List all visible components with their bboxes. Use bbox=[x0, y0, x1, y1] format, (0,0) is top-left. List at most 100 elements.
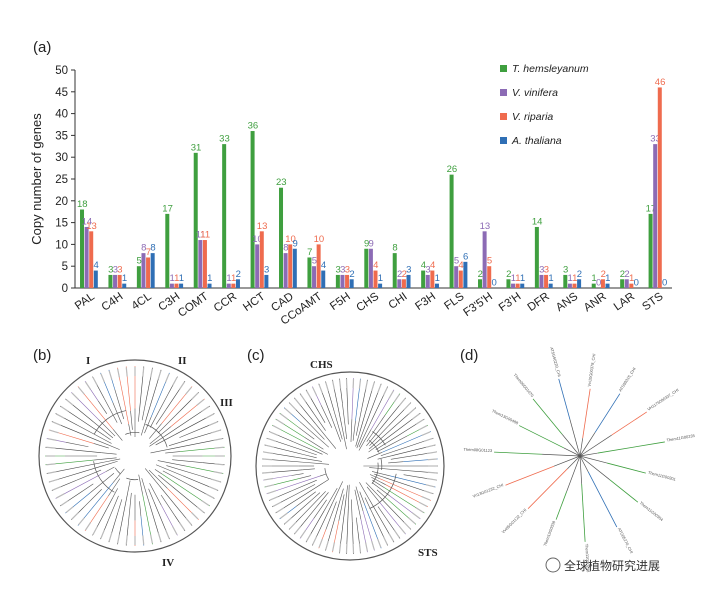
tree-branch bbox=[561, 434, 581, 457]
data-label: 1 bbox=[568, 273, 573, 284]
bar-themsleyanum bbox=[279, 187, 284, 288]
tree-arc bbox=[371, 462, 379, 484]
tree-inner-branch bbox=[166, 465, 202, 477]
tree-inner-branch bbox=[112, 468, 125, 483]
data-label: 4 bbox=[93, 260, 98, 271]
leaf-label-stub bbox=[338, 379, 342, 389]
tree-inner-branch bbox=[377, 506, 387, 520]
y-tick-label: 35 bbox=[55, 130, 68, 142]
tree-inner-branch bbox=[158, 474, 173, 488]
bar-vvinifera bbox=[169, 283, 174, 288]
data-label: 1 bbox=[226, 273, 231, 284]
leaf-label-stub bbox=[150, 368, 153, 378]
y-tick-label: 30 bbox=[55, 152, 68, 164]
bar-vvinifera bbox=[255, 244, 260, 288]
tree-inner-branch bbox=[325, 501, 337, 530]
data-label: 8 bbox=[283, 243, 288, 254]
leaf-label-stub bbox=[263, 471, 273, 474]
leaf-label-stub bbox=[265, 484, 275, 488]
bar-themsleyanum bbox=[591, 283, 596, 288]
leaf-label-stub bbox=[56, 413, 65, 419]
tree-inner-branch bbox=[366, 486, 380, 502]
bar-vvinifera bbox=[539, 274, 544, 288]
tree-leaf-branch bbox=[494, 451, 543, 455]
tree-inner-branch bbox=[318, 449, 328, 455]
bar-themsleyanum bbox=[648, 213, 653, 288]
tree-leaf-branch bbox=[527, 468, 568, 509]
tree-branch bbox=[579, 438, 584, 457]
tree-branch bbox=[579, 455, 610, 480]
tree-inner-branch bbox=[112, 429, 123, 441]
leaf-label-stub bbox=[125, 535, 128, 545]
tree-leaf-branch bbox=[519, 425, 565, 449]
leaf-label-stub bbox=[172, 377, 178, 386]
data-label: 3 bbox=[336, 264, 341, 275]
bar-vriparia bbox=[657, 87, 662, 288]
leaf-label-stub bbox=[78, 386, 85, 395]
tree-inner-branch bbox=[128, 424, 132, 436]
leaf-label: Vvi10G00378_CHI bbox=[587, 353, 597, 387]
x-tick-label: PAL bbox=[73, 290, 97, 312]
leaf-label-stub bbox=[332, 542, 335, 552]
bar-vvinifera bbox=[397, 279, 402, 288]
tree-inner-branch bbox=[342, 403, 348, 440]
data-label: 4 bbox=[458, 260, 463, 271]
data-label: 1 bbox=[629, 273, 634, 284]
leaf-label-stub bbox=[427, 458, 437, 461]
clade-label: III bbox=[220, 397, 233, 409]
tree-inner-branch bbox=[93, 457, 117, 461]
tree-leaf-branch bbox=[555, 491, 568, 520]
bar-vriparia bbox=[515, 283, 520, 288]
tree-inner-branch bbox=[98, 419, 116, 437]
leaf-label-stub bbox=[426, 451, 436, 455]
tree-inner-branch bbox=[372, 479, 385, 488]
tree-inner-branch bbox=[154, 469, 163, 475]
tree-inner-branch bbox=[172, 459, 203, 463]
y-tick-label: 0 bbox=[62, 283, 68, 295]
data-label: 36 bbox=[248, 121, 259, 132]
data-label: 13 bbox=[257, 221, 268, 232]
tree-inner-branch bbox=[356, 427, 365, 449]
tree-inner-branch bbox=[168, 441, 181, 446]
tree-arc bbox=[114, 467, 121, 474]
panel-label-c: (c) bbox=[247, 347, 265, 364]
tree-inner-branch bbox=[155, 434, 176, 446]
tree-arc bbox=[372, 431, 386, 446]
data-label: 5 bbox=[487, 256, 492, 267]
data-label: 13 bbox=[480, 221, 491, 232]
data-label: 1 bbox=[378, 273, 383, 284]
leaf-label-stub bbox=[312, 387, 318, 396]
leaf-label-stub bbox=[65, 506, 74, 513]
clade-label: STS bbox=[418, 547, 438, 559]
leaf-label-stub bbox=[108, 532, 113, 542]
tree-arc bbox=[145, 424, 168, 448]
tree-inner-branch bbox=[318, 411, 326, 423]
leaf-label-stub bbox=[165, 373, 170, 383]
bar-themsleyanum bbox=[193, 152, 198, 288]
tree-inner-branch bbox=[322, 479, 329, 484]
leaf-label-stub bbox=[425, 444, 435, 448]
tree-inner-branch bbox=[324, 487, 338, 511]
data-label: 10 bbox=[314, 234, 325, 245]
bar-athaliana bbox=[150, 253, 155, 288]
tree-inner-branch bbox=[107, 495, 119, 522]
bar-vriparia bbox=[544, 274, 549, 288]
leaf-label-stub bbox=[172, 526, 178, 535]
bar-vvinifera bbox=[84, 226, 89, 288]
tree-inner-branch bbox=[291, 473, 304, 476]
tree-inner-branch bbox=[351, 499, 353, 522]
leaf-label-stub bbox=[382, 536, 388, 545]
tree-inner-branch bbox=[359, 482, 371, 501]
tree-inner-branch bbox=[82, 483, 94, 492]
tree-inner-branch bbox=[304, 437, 324, 450]
tree-arc bbox=[93, 461, 115, 493]
x-tick-label: ANR bbox=[582, 291, 609, 315]
leaf-label-stub bbox=[142, 367, 145, 377]
leaf-label: Them13G00488 bbox=[491, 408, 520, 426]
tree-inner-branch bbox=[359, 491, 365, 504]
tree-inner-branch bbox=[403, 474, 418, 478]
leaf-label-stub bbox=[398, 526, 406, 534]
leaf-label-stub bbox=[117, 534, 120, 544]
tree-inner-branch bbox=[338, 488, 344, 505]
